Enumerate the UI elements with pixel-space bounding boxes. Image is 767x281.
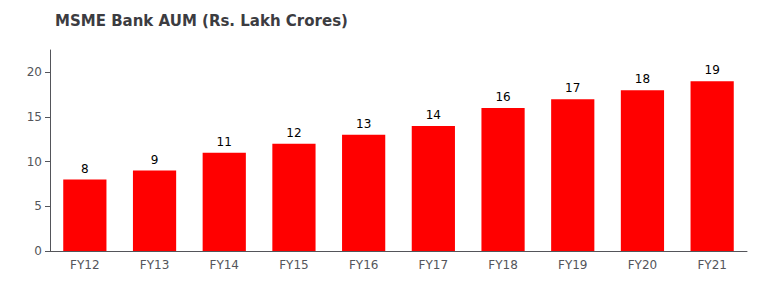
svg-text:19: 19 [705,63,720,77]
svg-text:FY16: FY16 [349,258,379,272]
svg-text:14: 14 [426,108,441,122]
svg-text:FY15: FY15 [279,258,309,272]
svg-text:11: 11 [217,135,232,149]
svg-text:0: 0 [34,244,42,258]
svg-text:18: 18 [635,72,650,86]
svg-text:10: 10 [27,155,42,169]
svg-text:MSME Bank AUM (Rs. Lakh Crores: MSME Bank AUM (Rs. Lakh Crores) [55,12,348,30]
svg-text:9: 9 [151,153,159,167]
svg-text:16: 16 [495,90,510,104]
svg-text:8: 8 [81,162,89,176]
svg-text:FY19: FY19 [558,258,588,272]
svg-text:FY13: FY13 [140,258,170,272]
svg-text:FY14: FY14 [209,258,239,272]
svg-text:FY12: FY12 [70,258,100,272]
svg-text:FY20: FY20 [628,258,658,272]
svg-text:17: 17 [565,81,580,95]
svg-text:FY21: FY21 [697,258,727,272]
svg-text:FY17: FY17 [419,258,449,272]
svg-text:13: 13 [356,117,371,131]
svg-text:12: 12 [286,126,301,140]
svg-text:20: 20 [27,65,42,79]
svg-text:FY18: FY18 [488,258,518,272]
svg-text:5: 5 [34,199,42,213]
svg-text:15: 15 [27,110,42,124]
